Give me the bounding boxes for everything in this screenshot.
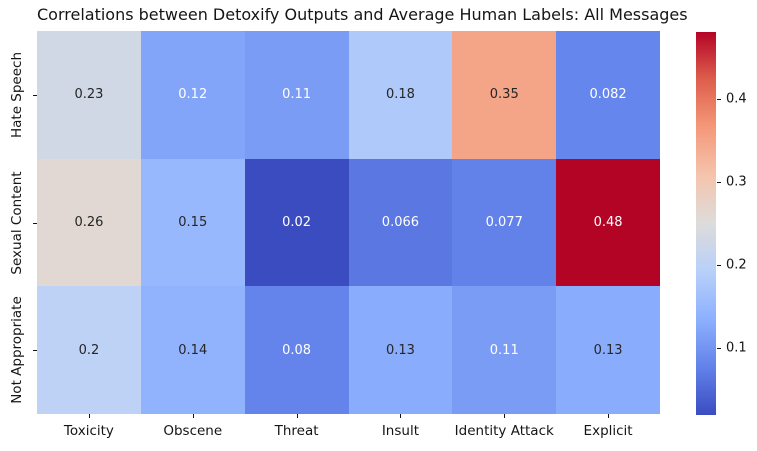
heatmap-cell: 0.066 [348,158,453,287]
colorbar-tick [717,181,721,183]
x-axis-label: Identity Attack [454,423,554,439]
x-axis-label: Obscene [163,423,223,439]
chart-title: Correlations between Detoxify Outputs an… [37,5,688,24]
heatmap-cell: 0.02 [244,158,349,287]
y-axis-label: Not Appropriate [9,296,25,404]
x-axis-label: Toxicity [63,423,114,439]
heatmap-cell: 0.48 [556,158,660,287]
y-axis-tick [33,222,37,224]
y-axis-tick [33,350,37,352]
colorbar-tick-label: 0.1 [726,340,747,356]
x-axis-tick [192,414,194,418]
y-axis-label: Hate Speech [9,51,25,138]
heatmap-cell: 0.13 [556,286,660,414]
x-axis-label: Explicit [583,423,633,439]
y-axis-tick [33,94,37,96]
x-axis-tick [296,414,298,418]
heatmap-grid: 0.23 0.12 0.11 0.18 0.35 0.082 0.26 0.15 0.02 0.0… [37,31,660,414]
heatmap-cell: 0.15 [140,158,245,287]
heatmap-cell: 0.11 [452,286,557,414]
heatmap-cell: 0.13 [348,286,453,414]
heatmap-cell: 0.26 [37,158,141,287]
heatmap-cell: 0.11 [244,31,349,159]
x-axis-tick [88,414,90,418]
heatmap-cell: 0.35 [452,31,557,159]
heatmap-cell: 0.12 [140,31,245,159]
heatmap-cell: 0.18 [348,31,453,159]
heatmap-cell: 0.077 [452,158,557,287]
heatmap-cell: 0.23 [37,31,141,159]
colorbar-tick [717,348,721,350]
x-axis-tick [400,414,402,418]
colorbar-tick-label: 0.3 [726,174,747,190]
heatmap-cell: 0.2 [37,286,141,414]
colorbar-tick-label: 0.4 [726,91,747,107]
heatmap-cell: 0.082 [556,31,660,159]
colorbar [696,32,716,415]
colorbar-tick [717,98,721,100]
x-axis-tick [608,414,610,418]
heatmap-cell: 0.14 [140,286,245,414]
x-axis-label: Threat [274,423,319,439]
x-axis-tick [504,414,506,418]
heatmap-cell: 0.08 [244,286,349,414]
colorbar-tick [717,265,721,267]
colorbar-tick-label: 0.2 [726,257,747,273]
y-axis-label: Sexual Content [9,170,25,275]
x-axis-label: Insult [381,423,419,439]
